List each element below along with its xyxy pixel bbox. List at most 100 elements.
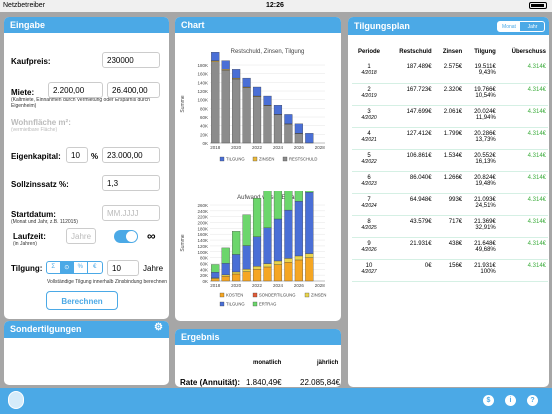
bar-zinsen: [294, 255, 303, 261]
kaufpreis-input[interactable]: 230000: [102, 52, 160, 68]
periode-number: 6: [367, 174, 371, 181]
cell-restschuld: 147.699€: [386, 105, 434, 128]
info-icon[interactable]: i: [505, 395, 516, 406]
cell-zinsen: 1.266€: [433, 171, 465, 194]
cell-tilgung: 20.024€ 11,94%: [464, 105, 498, 128]
bar-kosten: [252, 269, 262, 282]
period-month[interactable]: Monat: [498, 22, 522, 31]
dollar-icon[interactable]: $: [483, 395, 494, 406]
berechnen-button[interactable]: Berechnen: [46, 291, 118, 310]
y-tick-label: 40K: [200, 124, 208, 129]
legend-label: SONDERTILGUNG: [259, 293, 295, 298]
period-year[interactable]: Jahr: [521, 22, 544, 31]
legend-swatch: [219, 292, 225, 298]
miete-year-input[interactable]: 26.400,00: [107, 82, 160, 98]
col-restschuld: Restschuld: [399, 49, 432, 55]
periode-date: 4/2024: [361, 202, 377, 209]
cell-restschuld: 21.931€: [386, 237, 434, 260]
y-tick-label: 260K: [197, 203, 208, 208]
cell-tilgung: 21.369€ 32,91%: [464, 215, 498, 238]
cell-ueberschuss: 4.314€: [497, 61, 548, 84]
cell-ueberschuss: 4.314€: [497, 193, 548, 216]
gear-icon[interactable]: ⚙: [154, 322, 163, 333]
bar-tilgung: [232, 69, 241, 79]
table-row: 3 4/2020 147.699€ 2.061€ 20.024€ 11,94% 4.314€: [352, 105, 548, 128]
status-bar: Netzbetreiber 12:26: [0, 0, 552, 12]
bar-tilgung: [294, 201, 303, 257]
chart-header: Chart: [175, 17, 341, 33]
bar-tilgung: [294, 123, 303, 134]
laufzeit-input[interactable]: Jahre: [66, 228, 96, 244]
cell-ueberschuss: 4.314€: [497, 83, 548, 106]
tilgung-percent: 13,73%: [475, 136, 496, 143]
bar-kosten: [284, 262, 293, 282]
legend-label: TILGUNG: [226, 157, 245, 162]
clock: 12:26: [266, 2, 284, 9]
cell-ueberschuss: 4.314€: [497, 259, 548, 282]
cell-periode: 10 4/2027: [352, 259, 387, 282]
x-tick-label: 2024: [273, 283, 284, 288]
cell-periode: 7 4/2024: [352, 193, 387, 216]
legend-swatch: [252, 301, 258, 307]
legend-label: TILGUNG: [226, 302, 245, 307]
startdatum-input[interactable]: MM.JJJJ: [102, 205, 160, 221]
table-row: 10 4/2027 0€ 156€ 21.931€ 100% 4.314€: [352, 259, 548, 282]
miete-month-input[interactable]: 2.200,00: [48, 82, 103, 98]
eigenkapital-pct-input[interactable]: 10: [66, 147, 88, 163]
bar-zinsen: [252, 266, 262, 270]
bar-tilgung: [273, 218, 283, 262]
tilgung-percent: 32,91%: [475, 224, 496, 231]
tilgung-input[interactable]: 10: [107, 260, 139, 276]
bar-tilgung: [284, 209, 293, 259]
cell-periode: 6 4/2023: [352, 171, 387, 194]
tilgung-mode-segment[interactable]: Σ ⊙ % €: [46, 261, 103, 274]
cell-restschuld: 86.040€: [386, 171, 434, 194]
y-tick-label: 40K: [200, 267, 208, 272]
chart-restschuld: Restschuld, Zinsen, Tilgung Summe 0K 20K 40K…: [180, 49, 325, 162]
chart-title: Restschuld, Zinsen, Tilgung: [231, 49, 305, 55]
bar-ertrag: [305, 191, 314, 193]
bar-restschuld: [232, 78, 241, 144]
laufzeit-sub: (in Jahren): [13, 241, 37, 247]
legend-label: ZINSEN: [259, 157, 274, 162]
tilgung-mode-sum[interactable]: Σ: [47, 262, 61, 273]
cell-periode: 1 4/2018: [352, 61, 387, 84]
periode-date: 4/2025: [361, 224, 377, 231]
tilgung-percent: 24,51%: [475, 202, 496, 209]
miete-sub: (Kaltmiete, Einnahmen durch Vermietung o…: [11, 97, 150, 109]
legend-swatch: [252, 292, 258, 298]
legend-label: KOSTEN: [226, 293, 243, 298]
periode-date: 4/2018: [361, 70, 377, 76]
cell-zinsen: 438€: [433, 237, 465, 260]
eigenkapital-input[interactable]: 23.000,00: [102, 147, 160, 163]
bar-ertrag: [211, 264, 220, 273]
periode-date: 4/2026: [361, 246, 377, 253]
bar-tilgung: [221, 263, 230, 276]
tilgung-amount: 21.093€: [474, 196, 496, 203]
y-tick-label: 100K: [197, 250, 208, 255]
startdatum-label: Startdatum:: [11, 210, 56, 219]
x-tick-label: 2018: [210, 283, 221, 288]
sollzins-input[interactable]: 1,3: [102, 175, 160, 191]
tilgung-mode-time[interactable]: ⊙: [60, 262, 75, 273]
bar-ertrag: [252, 197, 262, 237]
periode-number: 2: [367, 86, 371, 93]
cell-periode: 3 4/2020: [352, 105, 387, 128]
tilgung-amount: 20.024€: [474, 108, 496, 115]
tilgungsplan-period-toggle[interactable]: Monat Jahr: [497, 21, 545, 32]
y-tick-label: 160K: [197, 232, 208, 237]
chart-ylabel: Summe: [180, 234, 186, 251]
cell-restschuld: 127.412€: [386, 127, 434, 150]
calculator-logo-icon[interactable]: [8, 391, 24, 409]
help-icon[interactable]: ?: [527, 395, 538, 406]
cell-ueberschuss: 4.314€: [497, 171, 548, 194]
table-row: 1 4/2018 187.489€ 2.575€ 19.511€ 9,43% 4.314€: [352, 61, 548, 84]
laufzeit-toggle[interactable]: [114, 230, 138, 243]
battery-icon: [529, 2, 547, 9]
cell-tilgung: 19.766€ 10,54%: [464, 83, 498, 106]
x-tick-label: 2020: [231, 283, 242, 288]
y-tick-label: 20K: [200, 273, 208, 278]
tilgung-mode-percent[interactable]: %: [74, 262, 88, 273]
cell-zinsen: 2.061€: [433, 105, 465, 128]
tilgung-mode-euro[interactable]: €: [93, 264, 97, 270]
